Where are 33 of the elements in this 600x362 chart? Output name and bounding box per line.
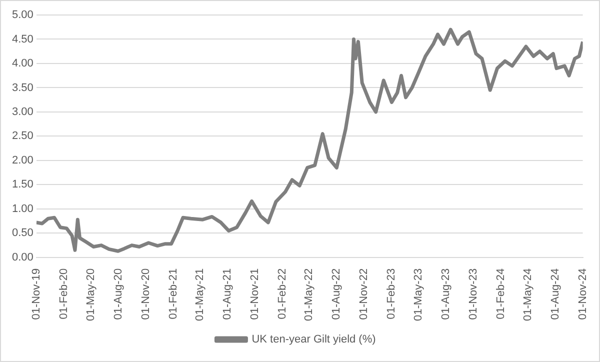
y-tick-label: 1.50 bbox=[12, 178, 34, 191]
x-tick-label: 01-Aug-24 bbox=[549, 268, 562, 320]
x-tick-label: 01-Aug-20 bbox=[112, 268, 124, 320]
x-tick-label: 01-Aug-23 bbox=[440, 268, 452, 320]
x-tick-label: 01-Nov-21 bbox=[249, 268, 262, 320]
x-tick-label: 01-Nov-19 bbox=[30, 268, 42, 320]
x-tick-label: 01-Feb-23 bbox=[386, 268, 398, 320]
y-tick-label: 4.00 bbox=[12, 58, 34, 70]
x-tick-label: 01-Aug-21 bbox=[222, 268, 234, 320]
x-tick-label: 01-Feb-24 bbox=[494, 268, 507, 320]
y-tick-label: 4.50 bbox=[12, 33, 34, 46]
y-tick-label: 0.50 bbox=[12, 227, 34, 240]
y-tick-label: 2.00 bbox=[12, 154, 34, 166]
x-tick-label: 01-Nov-22 bbox=[358, 268, 370, 320]
y-tick-label: 0.00 bbox=[12, 251, 34, 264]
x-tick-label: 01-May-20 bbox=[84, 268, 97, 321]
y-tick-label: 3.00 bbox=[12, 106, 34, 118]
x-tick-label: 01-Feb-21 bbox=[167, 268, 180, 320]
x-tick-label: 01-Feb-20 bbox=[58, 268, 70, 320]
x-tick-label: 01-Nov-24 bbox=[576, 268, 589, 320]
x-tick-label: 01-May-21 bbox=[194, 268, 206, 321]
x-tick-label: 01-Aug-22 bbox=[330, 268, 343, 320]
x-tick-label: 01-May-24 bbox=[522, 268, 534, 321]
legend-label: UK ten-year Gilt yield (%) bbox=[252, 334, 376, 346]
x-tick-label: 01-Feb-22 bbox=[276, 268, 289, 320]
x-tick-label: 01-Nov-20 bbox=[140, 268, 152, 320]
y-tick-label: 1.00 bbox=[12, 202, 34, 215]
y-tick-label: 3.50 bbox=[12, 82, 34, 94]
x-tick-label: 01-May-23 bbox=[412, 268, 424, 321]
y-tick-label: 5.00 bbox=[12, 9, 34, 22]
y-tick-label: 2.50 bbox=[12, 130, 34, 142]
x-tick-label: 01-Nov-23 bbox=[467, 268, 480, 320]
x-tick-label: 01-May-22 bbox=[303, 268, 316, 321]
